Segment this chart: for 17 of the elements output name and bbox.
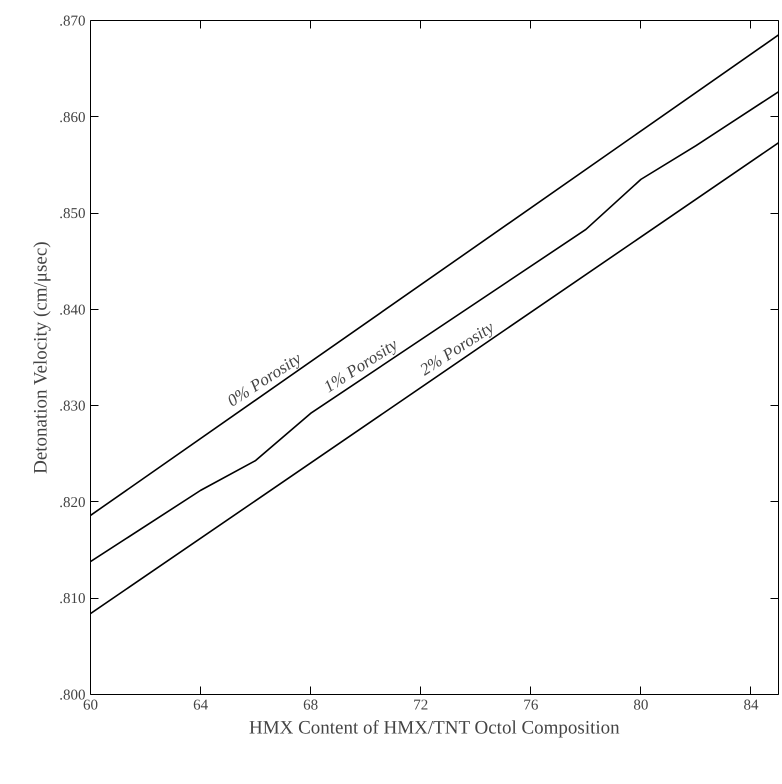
x-tick-label: 60 [83, 698, 98, 714]
x-tick-label: 68 [303, 698, 318, 714]
y-axis-title: Detonation Velocity (cm/μsec) [30, 241, 52, 474]
line-series [90, 90, 778, 562]
x-axis-title: HMX Content of HMX/TNT Octol Composition [248, 718, 620, 738]
y-tick-label: .860 [59, 110, 86, 126]
y-tick-label: .850 [59, 206, 86, 222]
y-tick-label: .820 [59, 494, 86, 511]
y-tick-label: .810 [59, 591, 86, 608]
x-tick-label: 64 [193, 698, 209, 714]
x-tick-label: 76 [523, 698, 539, 714]
y-tick-label: .840 [59, 302, 86, 318]
x-tick-label: 84 [743, 698, 759, 714]
x-tick-label: 80 [633, 698, 648, 714]
y-tick-label: .870 [59, 14, 86, 30]
x-tick-label: 72 [413, 698, 428, 714]
y-tick-label: .830 [59, 398, 86, 415]
